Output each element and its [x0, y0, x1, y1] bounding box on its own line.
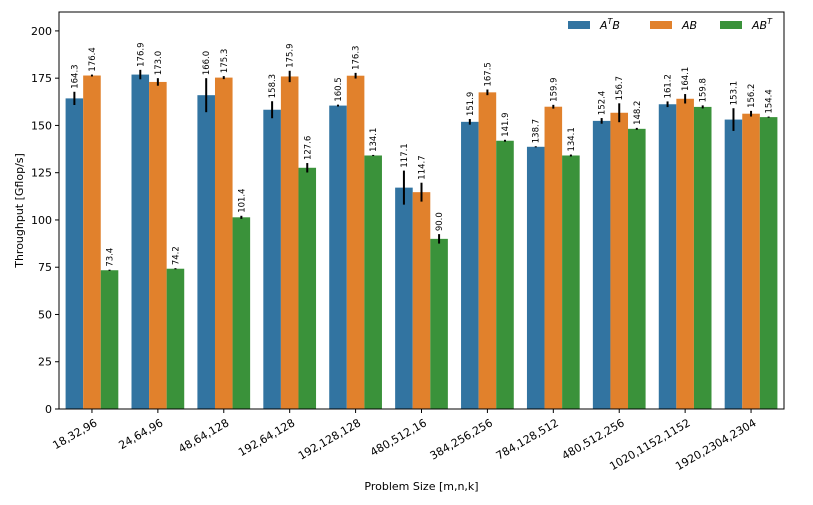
y-tick-label: 125 — [31, 167, 52, 180]
x-tick-label: 24,64,96 — [116, 416, 165, 452]
data-label: 175.9 — [286, 43, 296, 67]
data-label: 156.2 — [747, 84, 757, 108]
bar — [759, 117, 778, 409]
data-label: 134.1 — [369, 128, 379, 152]
data-label: 176.9 — [136, 43, 146, 67]
bar — [412, 192, 431, 409]
y-tick-label: 100 — [31, 214, 52, 227]
data-label: 117.1 — [400, 143, 410, 167]
data-label: 127.6 — [303, 136, 313, 160]
bars-layer — [65, 74, 778, 410]
y-tick-label: 200 — [31, 25, 52, 38]
error-bars-layer — [73, 69, 770, 271]
data-label: 159.8 — [699, 78, 709, 102]
data-label: 175.3 — [220, 49, 230, 73]
data-label: 158.3 — [268, 74, 278, 98]
bar — [280, 76, 299, 409]
bar — [149, 81, 167, 409]
bar — [592, 120, 611, 410]
bar — [214, 77, 233, 410]
data-label: 74.2 — [171, 246, 181, 265]
data-label: 90.0 — [435, 212, 445, 231]
bar — [724, 119, 743, 410]
y-axis: 0 25 50 75 100 125 150 175 200 — [31, 25, 59, 416]
y-tick-label: 175 — [31, 72, 52, 85]
data-label: 173.0 — [154, 51, 164, 75]
data-label: 134.1 — [567, 127, 577, 151]
bar — [65, 98, 84, 409]
data-label: 153.1 — [729, 81, 739, 105]
data-label: 73.4 — [106, 248, 116, 267]
bar — [430, 238, 448, 409]
x-tick-label: 784,128,512 — [494, 416, 561, 462]
bar — [628, 128, 646, 409]
data-label: 167.5 — [483, 62, 493, 86]
legend-swatch — [568, 21, 590, 29]
legend-entry: ATB — [599, 17, 620, 32]
y-axis-title: Throughput [Gflop/s] — [13, 153, 26, 269]
x-axis: 18,32,96 24,64,96 48,64,128 192,64,128192,1… — [51, 409, 759, 473]
legend-entry: ABT — [751, 17, 773, 32]
data-label: 138.7 — [532, 119, 542, 143]
bar — [496, 140, 514, 409]
bar — [131, 74, 150, 409]
bar — [197, 95, 215, 409]
bar — [676, 98, 694, 409]
data-label: 114.7 — [418, 155, 428, 179]
y-tick-label: 25 — [38, 356, 52, 369]
x-axis-title: Problem Size [m,n,k] — [364, 480, 478, 493]
legend-entry: AB — [681, 19, 697, 32]
y-tick-label: 150 — [31, 119, 52, 132]
bar — [364, 155, 382, 409]
bar — [346, 75, 365, 409]
data-label: 166.0 — [202, 51, 212, 75]
x-tick-label: 384,256,256 — [428, 416, 495, 462]
data-label: 148.2 — [633, 101, 643, 125]
legend: ATB AB ABT — [568, 17, 773, 32]
bar — [658, 104, 677, 409]
data-label: 160.5 — [334, 77, 344, 101]
bar — [526, 146, 545, 409]
bar — [100, 270, 119, 409]
bar — [742, 113, 760, 410]
data-label: 176.3 — [352, 46, 362, 70]
data-label: 152.4 — [598, 91, 608, 115]
bar — [395, 187, 413, 409]
bar — [298, 167, 317, 409]
bar — [329, 105, 347, 409]
bar — [478, 92, 497, 409]
x-tick-label: 18,32,96 — [51, 416, 100, 452]
x-tick-label: 480,512,16 — [368, 416, 429, 459]
x-tick-label: 192,128,128 — [296, 416, 363, 462]
legend-swatch — [720, 21, 742, 29]
y-tick-label: 75 — [38, 261, 52, 274]
data-label: 154.4 — [765, 89, 775, 113]
data-label: 164.3 — [70, 64, 80, 88]
bar — [232, 217, 251, 409]
data-label: 159.9 — [549, 77, 559, 101]
y-tick-label: 0 — [45, 403, 52, 416]
data-label: 161.2 — [664, 74, 674, 98]
legend-swatch — [650, 21, 672, 29]
x-tick-label: 192,64,128 — [236, 416, 297, 459]
bar — [562, 155, 580, 409]
data-label: 141.9 — [501, 112, 511, 136]
data-label: 176.4 — [88, 47, 98, 71]
x-tick-label: 48,64,128 — [176, 416, 231, 455]
bar — [544, 106, 563, 409]
bar — [610, 112, 629, 409]
bar — [166, 268, 185, 409]
bar — [461, 121, 479, 409]
data-label: 101.4 — [237, 188, 247, 212]
data-label: 156.7 — [615, 76, 625, 100]
bar — [83, 75, 101, 410]
data-label: 151.9 — [466, 92, 476, 116]
y-tick-label: 50 — [38, 308, 52, 321]
bar — [693, 106, 712, 409]
data-label: 164.1 — [681, 67, 691, 91]
bar — [263, 109, 281, 410]
data-labels-layer: 164.3 176.9 166.0 158.3 160.5 117.1 151.9 138.7… — [70, 43, 774, 267]
